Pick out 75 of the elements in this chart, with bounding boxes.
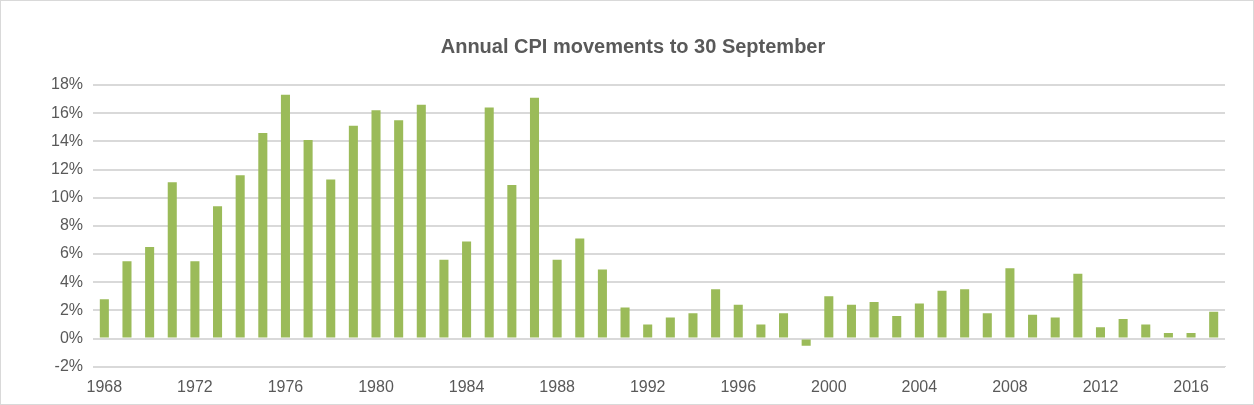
bar [643, 324, 653, 338]
x-tick-label: 2004 [901, 377, 938, 395]
bar [1005, 268, 1015, 338]
x-tick-label: 2012 [1082, 377, 1119, 395]
bar [688, 313, 698, 338]
bar [99, 299, 109, 338]
x-tick-label: 1996 [720, 377, 757, 395]
bar [371, 110, 381, 338]
bar [439, 259, 449, 338]
x-tick-label: 2016 [1173, 377, 1209, 395]
bar [846, 304, 856, 338]
bar [122, 261, 132, 338]
bar [235, 175, 245, 338]
x-tick-label: 1980 [358, 377, 394, 395]
y-tick-label: 18% [50, 75, 84, 93]
x-tick-label: 1984 [448, 377, 485, 395]
bar [756, 324, 766, 338]
bar [1095, 327, 1106, 338]
bar [620, 307, 630, 338]
y-tick-label: 14% [50, 131, 84, 149]
bar [1163, 332, 1173, 338]
bar [190, 261, 200, 338]
bar [507, 185, 517, 338]
bar [665, 317, 675, 338]
y-tick-label: 4% [59, 272, 84, 290]
bar [416, 104, 426, 338]
bar [1050, 317, 1060, 338]
bar [1141, 324, 1151, 338]
bar [711, 289, 721, 338]
y-tick-label: -2% [54, 357, 84, 375]
x-tick-label: 1968 [86, 377, 123, 395]
bar [914, 303, 924, 338]
bar [779, 313, 789, 338]
bar [982, 313, 992, 338]
x-tick-label: 1988 [539, 377, 576, 395]
bar [801, 339, 811, 346]
bar [575, 238, 585, 338]
bar [869, 301, 879, 338]
bar [213, 206, 223, 338]
bar [733, 304, 743, 338]
x-tick-label: 2008 [992, 377, 1028, 395]
chart-title: Annual CPI movements to 30 September [440, 34, 826, 57]
bar [937, 290, 947, 338]
y-tick-label: 12% [50, 159, 84, 177]
bar [167, 182, 177, 338]
x-tick-label: 1976 [267, 377, 304, 395]
y-tick-label: 10% [50, 188, 84, 206]
bar [1186, 332, 1196, 338]
bar [597, 269, 607, 338]
y-tick-label: 6% [59, 244, 84, 262]
bar [394, 120, 404, 338]
bar [552, 259, 562, 338]
x-tick-label: 1992 [629, 377, 666, 395]
y-tick-label: 16% [50, 103, 84, 121]
x-tick-label: 2000 [811, 377, 847, 395]
bar [303, 139, 313, 338]
bar [484, 107, 494, 338]
bar [258, 132, 268, 338]
y-tick-label: 8% [59, 216, 84, 234]
bar [529, 97, 540, 338]
y-tick-label: 0% [59, 329, 84, 347]
bar [462, 241, 472, 338]
bar [348, 125, 358, 338]
bar [1118, 318, 1128, 338]
y-tick-label: 2% [59, 300, 84, 318]
bar [145, 247, 155, 338]
bar [326, 179, 336, 338]
bar [280, 94, 290, 338]
x-tick-label: 1972 [177, 377, 213, 395]
bar [960, 289, 970, 338]
bar [1028, 314, 1038, 338]
bar [1209, 311, 1219, 338]
bar [824, 296, 834, 338]
bar [1073, 273, 1083, 338]
bar [892, 316, 902, 338]
